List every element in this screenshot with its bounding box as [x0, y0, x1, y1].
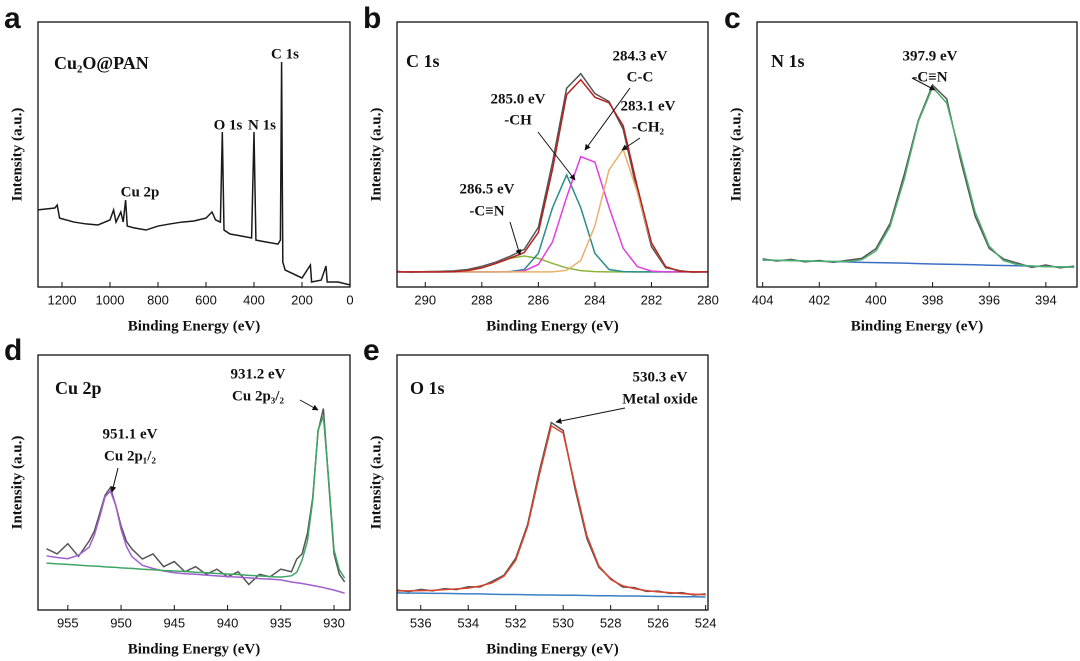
annotation-arrow: [110, 467, 119, 493]
x-tick-label: 398: [922, 292, 944, 307]
annotation: -CH₂: [632, 119, 664, 135]
annotation-arrow: [621, 137, 641, 151]
spectrum-line: [46, 415, 346, 579]
panel-title: Cu₂O@PAN: [54, 53, 149, 73]
x-tick-label: 524: [695, 615, 717, 630]
x-tick-label: 200: [291, 292, 313, 307]
spectrum-line: [46, 489, 345, 594]
x-tick-label: 534: [457, 615, 479, 630]
spectrum-line: [397, 421, 706, 596]
annotation: Cu 2p₃/₂: [232, 388, 284, 404]
annotation-arrow: [509, 221, 522, 256]
annotation: -C≡N: [469, 203, 504, 219]
annotation-arrow: [555, 407, 626, 424]
annotation: -CH: [504, 112, 532, 128]
panel-title: N 1s: [771, 51, 805, 71]
panel-title: C 1s: [406, 51, 440, 71]
x-tick-label: 394: [1035, 292, 1057, 307]
annotation: C-C: [627, 69, 654, 85]
x-axis-label: Binding Energy (eV): [851, 318, 984, 334]
spectrum-line: [397, 592, 706, 598]
x-tick-label: 530: [552, 615, 574, 630]
x-tick-label: 282: [641, 292, 663, 307]
plot-frame: [37, 21, 351, 288]
x-tick-label: 800: [147, 292, 169, 307]
x-tick-label: 1200: [48, 292, 77, 307]
annotation: 283.1 eV: [621, 98, 676, 114]
annotation: N 1s: [248, 117, 276, 133]
x-tick-label: 955: [57, 615, 79, 630]
spectrum-line: [397, 173, 708, 273]
annotation-arrow: [299, 399, 319, 411]
panel-letter: e: [363, 334, 380, 367]
x-tick-label: 280: [697, 292, 719, 307]
annotation-arrow: [911, 77, 936, 91]
spectrum-line: [762, 83, 1075, 269]
x-tick-label: 286: [528, 292, 550, 307]
annotation: 285.0 eV: [491, 91, 546, 107]
x-tick-label: 404: [752, 292, 774, 307]
annotation: Cu 2p₁/₂: [104, 448, 156, 464]
y-axis-label: Intensity (a.u.): [368, 436, 384, 530]
annotation-arrow: [584, 87, 631, 151]
y-axis-label: Intensity (a.u.): [368, 108, 384, 202]
spectrum-line: [397, 78, 708, 273]
plot-frame: [756, 21, 1078, 288]
x-tick-label: 0: [346, 292, 353, 307]
panel-letter: c: [724, 2, 741, 35]
annotation: C 1s: [271, 46, 299, 62]
plot-frame: [396, 354, 709, 611]
panel-letter: a: [4, 2, 21, 35]
annotation: 931.2 eV: [231, 366, 286, 382]
annotation-arrow: [537, 131, 576, 181]
x-axis-label: Binding Energy (eV): [128, 318, 261, 334]
y-axis-label: Intensity (a.u.): [728, 108, 744, 202]
spectrum-line: [397, 424, 706, 596]
x-tick-label: 526: [647, 615, 669, 630]
plot-frame: [37, 354, 351, 611]
panel-title: Cu 2p: [55, 378, 102, 398]
annotation: Metal oxide: [622, 391, 698, 407]
spectrum-line: [38, 62, 350, 286]
spectrum-line: [397, 155, 708, 273]
annotation: 284.3 eV: [613, 48, 668, 64]
x-tick-label: 940: [217, 615, 239, 630]
panel-letter: b: [363, 2, 381, 35]
annotation: 530.3 eV: [633, 369, 688, 385]
x-tick-label: 400: [865, 292, 887, 307]
x-tick-label: 290: [414, 292, 436, 307]
x-tick-label: 950: [110, 615, 132, 630]
x-tick-label: 532: [505, 615, 527, 630]
x-tick-label: 600: [195, 292, 217, 307]
x-tick-label: 284: [584, 292, 606, 307]
x-axis-label: Binding Energy (eV): [486, 318, 619, 334]
x-tick-label: 402: [808, 292, 830, 307]
spectrum-line: [46, 408, 346, 586]
annotation: Cu 2p: [121, 184, 160, 200]
x-tick-label: 288: [471, 292, 493, 307]
x-axis-label: Binding Energy (eV): [486, 641, 619, 657]
x-tick-label: 400: [243, 292, 265, 307]
annotation: 286.5 eV: [460, 181, 515, 197]
x-tick-label: 935: [270, 615, 292, 630]
annotation: 951.1 eV: [103, 426, 158, 442]
x-tick-label: 1000: [96, 292, 125, 307]
x-tick-label: 945: [163, 615, 185, 630]
annotation: O 1s: [214, 117, 243, 133]
plot-frame: [396, 21, 709, 288]
x-tick-label: 930: [323, 615, 345, 630]
panel-letter: d: [4, 334, 22, 367]
y-axis-label: Intensity (a.u.): [9, 436, 25, 530]
x-tick-label: 528: [600, 615, 622, 630]
y-axis-label: Intensity (a.u.): [9, 108, 25, 202]
annotation: 397.9 eV: [903, 48, 958, 64]
x-tick-label: 536: [410, 615, 432, 630]
x-tick-label: 396: [978, 292, 1000, 307]
annotation: -C≡N: [912, 69, 947, 85]
spectrum-line: [762, 85, 1075, 268]
panel-title: O 1s: [410, 378, 445, 398]
x-axis-label: Binding Energy (eV): [128, 641, 261, 657]
